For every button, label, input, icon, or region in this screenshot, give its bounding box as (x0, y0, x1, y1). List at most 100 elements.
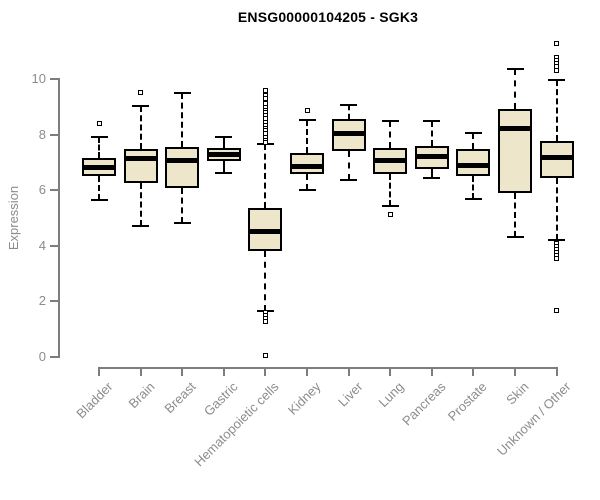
upper-whisker-cap (132, 104, 150, 107)
outlier-point (554, 40, 560, 46)
upper-whisker-cap (340, 104, 358, 107)
upper-whisker (181, 92, 184, 148)
x-tick (389, 367, 392, 376)
lower-whisker (181, 188, 184, 223)
lower-whisker (389, 173, 392, 206)
x-tick (347, 367, 350, 376)
y-tick (50, 300, 59, 303)
median-line (498, 126, 532, 132)
lower-whisker-cap (548, 239, 566, 242)
upper-whisker-cap (90, 136, 108, 139)
median-line (82, 164, 116, 170)
y-tick (50, 244, 59, 247)
lower-whisker-cap (381, 204, 399, 207)
median-line (165, 157, 200, 163)
x-axis-line (98, 367, 558, 369)
upper-whisker-cap (464, 132, 482, 135)
upper-whisker (472, 133, 475, 150)
upper-whisker (430, 120, 433, 146)
y-tick (50, 189, 59, 192)
box-iqr (456, 149, 491, 176)
x-tick (222, 367, 225, 376)
median-line (123, 155, 158, 161)
upper-whisker-cap (548, 79, 566, 82)
upper-whisker-cap (506, 68, 524, 70)
outlier-point (138, 89, 144, 95)
upper-whisker (264, 144, 267, 209)
lower-whisker-cap (173, 221, 191, 224)
outlier-point (387, 212, 393, 218)
upper-whisker (514, 69, 516, 109)
lower-whisker-cap (464, 198, 482, 201)
median-line (206, 152, 241, 158)
outlier-point (262, 352, 268, 358)
outlier-point (554, 255, 560, 261)
upper-whisker-cap (173, 91, 191, 94)
x-tick (264, 367, 267, 376)
lower-whisker-cap (215, 172, 233, 175)
upper-whisker-cap (215, 136, 233, 139)
outlier-point (554, 67, 560, 73)
lower-whisker (430, 169, 433, 178)
y-tick (50, 355, 59, 358)
median-line (456, 163, 491, 169)
lower-whisker-cap (298, 189, 316, 192)
lower-whisker (222, 160, 225, 174)
box-iqr (123, 149, 158, 183)
x-tick (514, 367, 516, 376)
outlier-point (262, 87, 268, 93)
upper-whisker-cap (423, 119, 441, 122)
median-line (414, 154, 449, 160)
y-tick-label: 6 (38, 182, 46, 198)
y-tick-label: 8 (38, 126, 46, 142)
lower-whisker (139, 182, 142, 226)
x-tick (98, 367, 100, 376)
x-tick (181, 367, 184, 376)
lower-whisker (555, 177, 558, 241)
lower-whisker (306, 173, 308, 191)
y-tick-label: 2 (38, 293, 46, 309)
median-line (331, 131, 366, 137)
x-tick (472, 367, 475, 376)
box-iqr (165, 147, 200, 189)
upper-whisker (555, 80, 558, 141)
median-line (373, 157, 408, 163)
upper-whisker-cap (381, 119, 399, 122)
upper-whisker (347, 105, 350, 120)
y-tick-label: 4 (38, 237, 46, 253)
outlier-point (96, 120, 102, 126)
lower-whisker (472, 175, 475, 200)
lower-whisker (264, 250, 267, 311)
box-iqr (498, 108, 532, 193)
x-tick (306, 367, 308, 376)
lower-whisker-cap (506, 235, 524, 238)
upper-whisker-cap (298, 118, 316, 121)
upper-whisker (222, 137, 225, 149)
y-axis-line (58, 78, 60, 358)
lower-whisker (514, 192, 516, 237)
outlier-point (262, 140, 268, 146)
lower-whisker (98, 176, 100, 200)
outlier-point (304, 108, 310, 114)
upper-whisker (389, 120, 392, 149)
median-line (539, 155, 574, 161)
outlier-point (262, 319, 268, 325)
outlier-point (554, 307, 560, 313)
lower-whisker-cap (340, 179, 358, 182)
y-tick-label: 0 (38, 348, 46, 364)
x-tick (555, 367, 558, 376)
median-line (290, 163, 324, 169)
lower-whisker-cap (423, 176, 441, 179)
x-tick (139, 367, 142, 376)
lower-whisker-cap (132, 224, 150, 227)
y-tick (50, 78, 59, 80)
y-tick-label: 10 (31, 71, 46, 86)
upper-whisker (139, 105, 142, 150)
median-line (248, 228, 283, 234)
x-tick (430, 367, 433, 376)
lower-whisker (347, 150, 350, 181)
upper-whisker (98, 137, 100, 158)
upper-whisker (306, 119, 308, 153)
lower-whisker-cap (90, 198, 108, 201)
